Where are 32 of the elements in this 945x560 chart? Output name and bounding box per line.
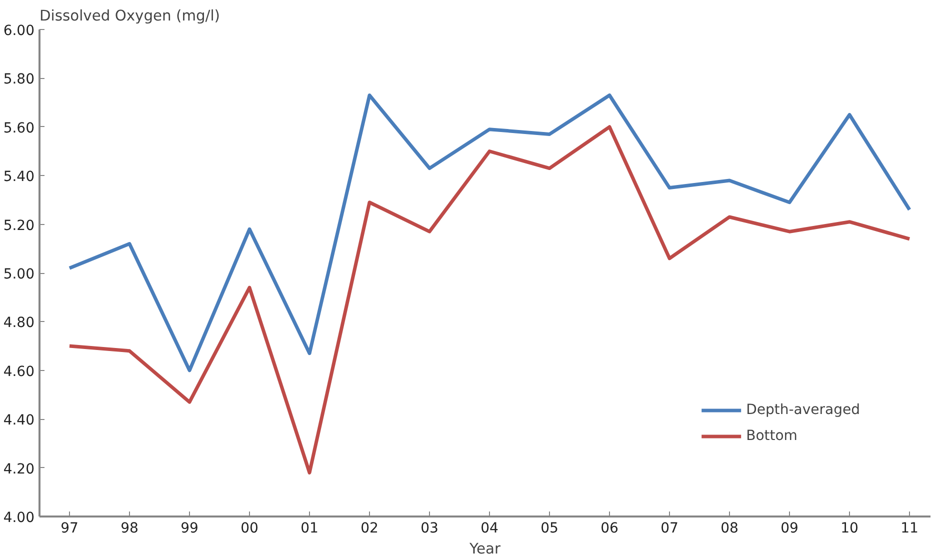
x-tick-label: 06	[600, 520, 618, 536]
legend-label: Depth-averaged	[746, 402, 860, 418]
x-axis-title: Year	[468, 540, 502, 558]
y-tick-label: 5.20	[3, 218, 34, 234]
y-tick-label: 5.00	[3, 266, 34, 282]
x-tick-label: 00	[240, 520, 258, 536]
y-tick-label: 4.60	[3, 364, 34, 380]
y-tick-label: 5.80	[3, 72, 34, 88]
x-tick-label: 07	[660, 520, 678, 536]
y-axis-title: Dissolved Oxygen (mg/l)	[40, 8, 220, 24]
x-tick-label: 98	[120, 520, 138, 536]
y-tick-label: 6.00	[3, 23, 34, 39]
x-tick-label: 03	[420, 520, 438, 536]
x-tick-label: 02	[360, 520, 378, 536]
x-tick-label: 97	[60, 520, 78, 536]
line-series	[68, 93, 912, 372]
y-tick-label: 4.20	[3, 461, 34, 478]
x-tick-label: 05	[540, 520, 558, 536]
y-tick-label: 5.40	[3, 169, 34, 186]
y-tick-label: 5.60	[3, 120, 34, 136]
x-tick-label: 99	[180, 520, 198, 536]
x-tick-label: 01	[300, 520, 318, 536]
y-tick-label: 4.80	[3, 315, 34, 332]
x-tick-label: 10	[840, 520, 858, 536]
x-tick-label: 11	[900, 520, 918, 536]
x-tick-label: 08	[720, 520, 738, 536]
y-tick-label: 4.00	[3, 510, 34, 526]
x-tick-label: 09	[780, 520, 798, 536]
y-tick-label: 4.40	[3, 412, 34, 429]
line-series	[68, 125, 912, 474]
legend-label: Bottom	[746, 428, 798, 444]
x-tick-label: 04	[480, 520, 498, 536]
